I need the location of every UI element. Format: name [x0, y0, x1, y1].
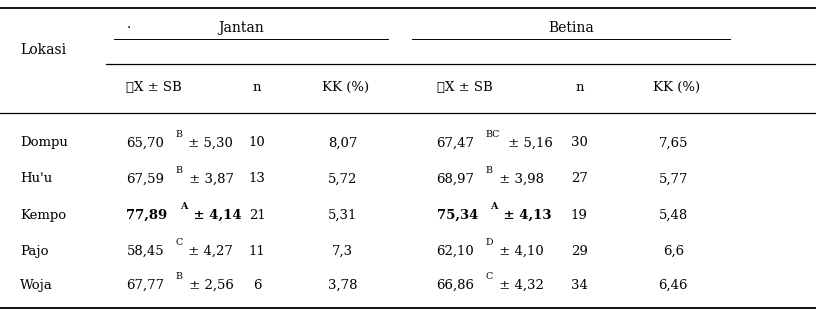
Text: 5,72: 5,72 [328, 172, 357, 186]
Text: Lokasi: Lokasi [20, 43, 67, 57]
Text: 5,31: 5,31 [328, 208, 357, 222]
Text: 3,78: 3,78 [328, 279, 357, 292]
Text: B: B [486, 166, 493, 175]
Text: 34: 34 [571, 279, 588, 292]
Text: Kempo: Kempo [20, 208, 67, 222]
Text: C: C [486, 273, 493, 281]
Text: ± 3,98: ± 3,98 [494, 172, 543, 186]
Text: ± 4,27: ± 4,27 [184, 245, 233, 258]
Text: ͞X ± SB: ͞X ± SB [437, 81, 492, 95]
Text: 29: 29 [571, 245, 588, 258]
Text: 5,77: 5,77 [659, 172, 688, 186]
Text: 6,46: 6,46 [659, 279, 688, 292]
Text: n: n [575, 81, 583, 95]
Text: 67,47: 67,47 [437, 136, 475, 149]
Text: 8,07: 8,07 [328, 136, 357, 149]
Text: A: A [490, 202, 497, 211]
Text: ± 5,16: ± 5,16 [504, 136, 553, 149]
Text: Dompu: Dompu [20, 136, 69, 149]
Text: Woja: Woja [20, 279, 53, 292]
Text: ± 5,30: ± 5,30 [184, 136, 233, 149]
Text: 67,59: 67,59 [126, 172, 165, 186]
Text: ·: · [126, 21, 131, 35]
Text: C: C [175, 238, 182, 247]
Text: ± 3,87: ± 3,87 [184, 172, 233, 186]
Text: 58,45: 58,45 [126, 245, 164, 258]
Text: KK (%): KK (%) [322, 81, 370, 95]
Text: 30: 30 [571, 136, 588, 149]
Text: ± 4,10: ± 4,10 [495, 245, 543, 258]
Text: 7,65: 7,65 [659, 136, 688, 149]
Text: Hu'u: Hu'u [20, 172, 53, 186]
Text: BC: BC [486, 130, 500, 138]
Text: 6,6: 6,6 [663, 245, 684, 258]
Text: B: B [175, 166, 183, 175]
Text: D: D [486, 238, 493, 247]
Text: A: A [180, 202, 187, 211]
Text: B: B [175, 130, 182, 138]
Text: 5,48: 5,48 [659, 208, 688, 222]
Text: 75,34: 75,34 [437, 208, 478, 222]
Text: B: B [175, 273, 183, 281]
Text: ± 4,14: ± 4,14 [189, 208, 242, 222]
Text: 11: 11 [249, 245, 265, 258]
Text: 67,77: 67,77 [126, 279, 165, 292]
Text: Pajo: Pajo [20, 245, 49, 258]
Text: KK (%): KK (%) [653, 81, 700, 95]
Text: 27: 27 [571, 172, 588, 186]
Text: ± 4,32: ± 4,32 [495, 279, 543, 292]
Text: 77,89: 77,89 [126, 208, 168, 222]
Text: 65,70: 65,70 [126, 136, 164, 149]
Text: 19: 19 [571, 208, 588, 222]
Text: 13: 13 [249, 172, 265, 186]
Text: 6: 6 [253, 279, 261, 292]
Text: 62,10: 62,10 [437, 245, 474, 258]
Text: 68,97: 68,97 [437, 172, 475, 186]
Text: Jantan: Jantan [218, 21, 264, 35]
Text: 66,86: 66,86 [437, 279, 475, 292]
Text: n: n [253, 81, 261, 95]
Text: ± 2,56: ± 2,56 [184, 279, 233, 292]
Text: Betina: Betina [548, 21, 594, 35]
Text: 21: 21 [249, 208, 265, 222]
Text: 7,3: 7,3 [332, 245, 353, 258]
Text: ͞X ± SB: ͞X ± SB [126, 81, 182, 95]
Text: 10: 10 [249, 136, 265, 149]
Text: ± 4,13: ± 4,13 [499, 208, 552, 222]
